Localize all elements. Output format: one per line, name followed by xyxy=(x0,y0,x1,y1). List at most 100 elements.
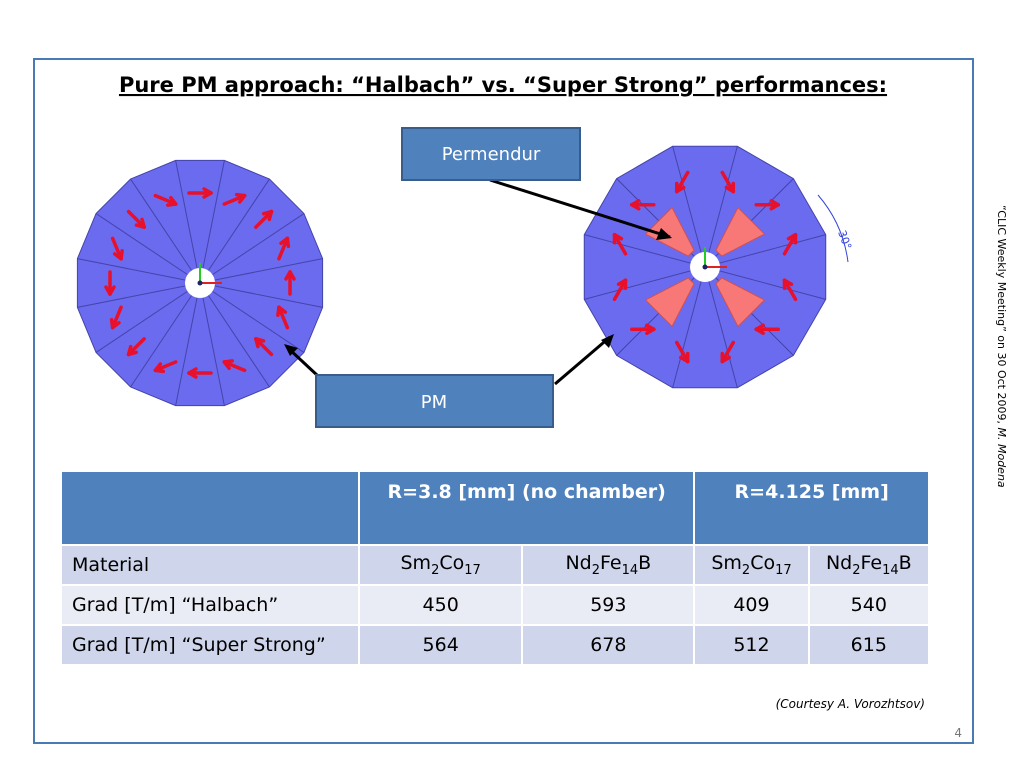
magnetization-arrow xyxy=(110,236,124,261)
segment-line xyxy=(199,258,323,284)
segment-line xyxy=(95,213,201,284)
element: Sm xyxy=(711,552,742,575)
value-cell: 450 xyxy=(357,584,524,626)
magnetization-arrow xyxy=(254,209,274,229)
magnetization-arrow xyxy=(254,337,274,357)
segment-line xyxy=(584,266,706,300)
segment-line xyxy=(130,282,201,388)
element: Fe xyxy=(600,552,622,575)
segment-line xyxy=(175,160,201,284)
row-label: Grad [T/m] “Halbach” xyxy=(60,584,360,626)
segment-line xyxy=(704,234,826,268)
magnetization-arrow xyxy=(187,367,213,379)
magnetization-arrow xyxy=(276,305,290,330)
header-row: R=3.8 [mm] (no chamber) R=4.125 [mm] xyxy=(60,470,930,546)
arrow-shaft xyxy=(277,305,290,330)
arrow-shaft xyxy=(720,170,736,194)
results-table: R=3.8 [mm] (no chamber) R=4.125 [mm] Mat… xyxy=(60,470,931,666)
arrow-head xyxy=(277,305,288,314)
magnetization-arrow xyxy=(126,337,146,357)
element: Co xyxy=(750,552,776,575)
magnetization-arrow xyxy=(153,360,178,374)
segment-line xyxy=(199,160,225,284)
segment-line xyxy=(199,282,305,353)
arrow-head xyxy=(724,185,736,194)
magnetization-arrow xyxy=(222,359,247,373)
arrow-head xyxy=(254,337,266,343)
arrow-head xyxy=(187,367,198,375)
arrow-head xyxy=(285,236,291,249)
subscript: 14 xyxy=(882,562,899,578)
value-cell: 512 xyxy=(693,624,810,666)
magnetization-arrow xyxy=(782,232,798,256)
segment-line xyxy=(199,282,225,406)
arrow-shaft xyxy=(126,209,146,229)
segment-line xyxy=(672,266,706,388)
arrow-shaft xyxy=(110,305,123,330)
arrow-shaft xyxy=(612,278,628,302)
arrow-head xyxy=(645,327,656,335)
arrow-head xyxy=(134,223,146,229)
data-row: Grad [T/m] “Super Strong” 564 678 512 615 xyxy=(60,624,931,666)
element: Nd xyxy=(825,552,853,575)
arrow-shaft xyxy=(153,193,178,206)
arrow-head xyxy=(104,285,112,296)
arrow-shaft xyxy=(782,232,798,256)
header-cell xyxy=(60,470,360,546)
segment-line xyxy=(199,213,305,284)
courtesy: (Courtesy A. Vorozhtsov) xyxy=(776,697,925,711)
magnetization-arrow xyxy=(630,199,656,211)
side-note: “CLIC Weekly Meeting” on 30 Oct 2009, M.… xyxy=(995,205,1008,488)
angle-label: 30° xyxy=(835,229,854,252)
arrow-shaft xyxy=(674,340,690,364)
segment-line xyxy=(130,178,201,284)
page-number: 4 xyxy=(954,726,962,740)
subscript: 17 xyxy=(775,562,792,578)
magnetization-arrow xyxy=(720,340,736,364)
origin xyxy=(702,264,708,270)
arrow-head xyxy=(754,323,765,331)
subscript: 2 xyxy=(852,562,861,578)
arrow-head xyxy=(601,334,614,348)
permendur-wedge xyxy=(715,277,766,328)
segment-line xyxy=(199,178,270,284)
value-cell: 593 xyxy=(521,584,696,626)
magnets xyxy=(76,145,827,407)
segment-line xyxy=(199,282,323,308)
angle-arc xyxy=(817,194,849,263)
arrow-head xyxy=(202,191,213,199)
element: Co xyxy=(439,552,465,575)
frame xyxy=(33,58,974,744)
subscript: 17 xyxy=(464,562,481,578)
magnetization-arrow xyxy=(153,193,178,207)
arrow-head xyxy=(612,232,624,241)
row-label: Grad [T/m] “Super Strong” xyxy=(60,624,360,666)
magnetization-arrow xyxy=(754,323,780,335)
arrow-head xyxy=(166,202,178,207)
subscript: 14 xyxy=(621,562,639,578)
magnetization-arrow xyxy=(630,323,656,335)
title: Pure PM approach: “Halbach” vs. “Super S… xyxy=(119,73,887,97)
header-cell: R=4.125 [mm] xyxy=(693,470,930,546)
permendur-wedge xyxy=(644,277,695,328)
element: B xyxy=(898,552,912,575)
arrow-head xyxy=(630,199,641,207)
segment-line xyxy=(175,282,201,406)
arrow-shaft xyxy=(254,209,274,229)
element: Sm xyxy=(400,552,432,575)
magnetization-arrow xyxy=(674,170,690,194)
material-row: Material Sm2Co17 Nd2Fe14B Sm2Co17 Nd2Fe14B xyxy=(60,544,931,586)
magnetization-arrow xyxy=(126,209,146,229)
magnetization-arrow xyxy=(222,192,247,206)
subscript: 2 xyxy=(741,562,751,578)
arrow xyxy=(489,178,671,239)
arrow-head xyxy=(222,359,234,364)
data-row: Grad [T/m] “Halbach” 450 593 409 540 xyxy=(60,584,931,626)
segment-line xyxy=(584,234,706,268)
arrow-head xyxy=(267,209,274,222)
arrow-head xyxy=(769,203,780,211)
element: Nd xyxy=(565,552,592,575)
arrow-head xyxy=(237,193,247,204)
arrow-head xyxy=(284,344,298,356)
